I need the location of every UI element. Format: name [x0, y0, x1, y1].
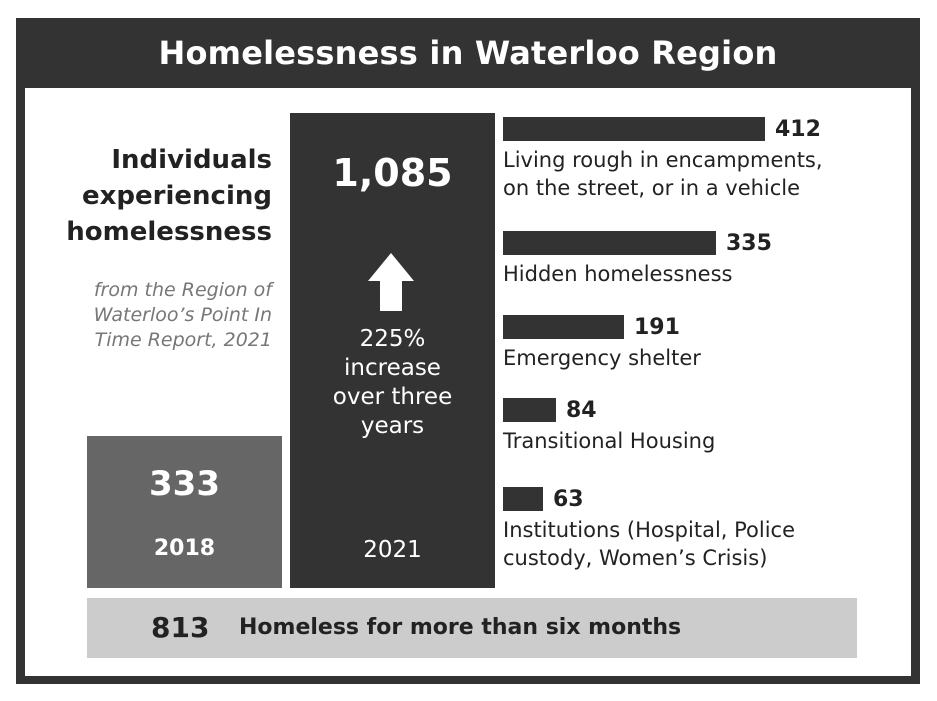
bar-label-line: Transitional Housing — [503, 429, 716, 453]
bar-label-emergency-shelter: Emergency shelter — [503, 344, 863, 372]
source-line-3: Time Report, 2021 — [94, 329, 272, 351]
bar-2018: 333 2018 — [87, 436, 282, 588]
bar-label-line: on the street, or in a vehicle — [503, 176, 801, 200]
bar-value-institutions: 63 — [553, 486, 584, 512]
chart-title: Homelessness in Waterloo Region — [158, 34, 778, 72]
bar-label-line: Institutions (Hospital, Police — [503, 518, 796, 542]
bar-value-living-rough: 412 — [775, 116, 821, 142]
increase-line-3: over three — [332, 384, 453, 410]
category-item-emergency-shelter: 191 Emergency shelter — [503, 314, 863, 372]
footer-label: Homeless for more than six months — [239, 615, 682, 640]
bar-emergency-shelter — [503, 315, 624, 339]
bar-label-living-rough: Living rough in encampments, on the stre… — [503, 146, 863, 202]
heading-line-2: experiencing — [82, 181, 272, 211]
bar-hidden — [503, 231, 716, 255]
category-item-hidden: 335 Hidden homelessness — [503, 230, 863, 288]
category-item-living-rough: 412 Living rough in encampments, on the … — [503, 116, 863, 202]
bar-living-rough — [503, 117, 765, 141]
footer-value: 813 — [151, 611, 210, 644]
category-item-institutions: 63 Institutions (Hospital, Police custod… — [503, 486, 863, 572]
bar-value-hidden: 335 — [726, 230, 772, 256]
bar-label-line: custody, Women’s Crisis) — [503, 546, 768, 570]
bar-2018-year: 2018 — [153, 536, 216, 561]
increase-line-1: 225% — [359, 326, 426, 352]
heading-line-3: homelessness — [66, 217, 272, 247]
bar-label-line: Emergency shelter — [503, 346, 701, 370]
bar-transitional-housing — [503, 398, 556, 422]
bar-value-emergency-shelter: 191 — [634, 314, 680, 340]
bar-label-line: Hidden homelessness — [503, 262, 733, 286]
bar-institutions — [503, 487, 543, 511]
increase-note: 225% increase over three years — [290, 325, 495, 441]
bar-label-line: Living rough in encampments, — [503, 148, 823, 172]
bar-2021-value: 1,085 — [332, 151, 453, 195]
bar-2021-year: 2021 — [363, 537, 422, 563]
bar-label-institutions: Institutions (Hospital, Police custody, … — [503, 516, 863, 572]
category-item-transitional-housing: 84 Transitional Housing — [503, 397, 863, 455]
bar-2021: 1,085 225% increase over three years 202… — [290, 113, 495, 588]
source-line-1: from the Region of — [93, 279, 272, 301]
arrow-up-icon — [368, 253, 414, 311]
heading-line-1: Individuals — [111, 145, 272, 175]
source-note: from the Region of Waterloo’s Point In T… — [32, 278, 272, 353]
footer-band: 813 Homeless for more than six months — [87, 598, 857, 658]
increase-line-2: increase — [344, 355, 441, 381]
source-line-2: Waterloo’s Point In — [93, 304, 272, 326]
heading: Individuals experiencing homelessness — [12, 142, 272, 250]
bar-2018-value: 333 — [149, 464, 220, 504]
increase-line-4: years — [360, 413, 425, 439]
bar-label-hidden: Hidden homelessness — [503, 260, 863, 288]
bar-label-transitional-housing: Transitional Housing — [503, 427, 863, 455]
bar-value-transitional-housing: 84 — [566, 397, 597, 423]
